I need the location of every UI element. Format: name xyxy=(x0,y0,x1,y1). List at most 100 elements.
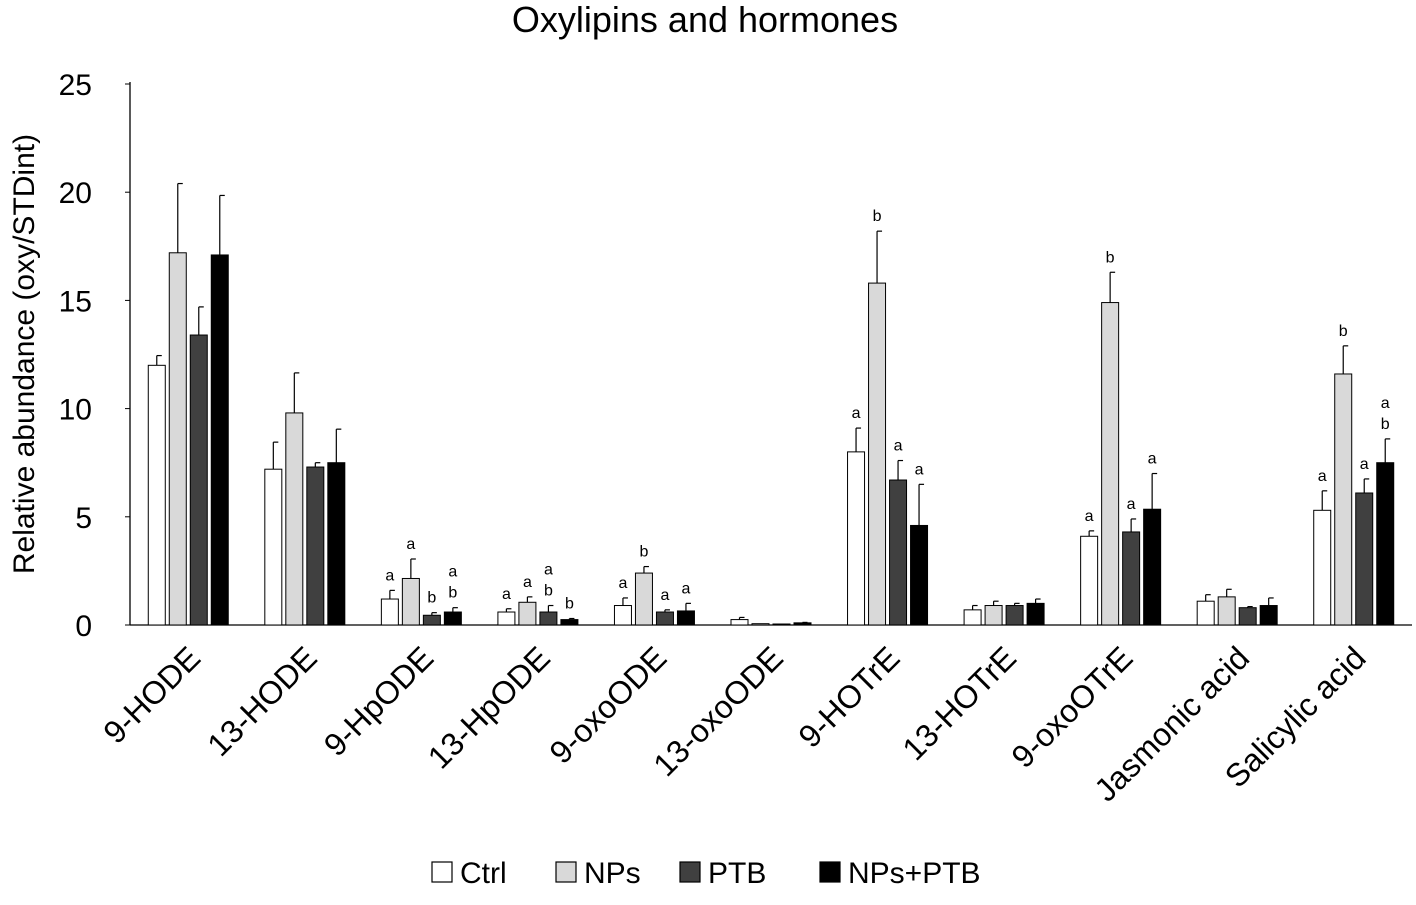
bar-nps-salicylic-acid xyxy=(1334,373,1353,626)
bar-nps-ptb-9-oxootre xyxy=(1143,508,1162,626)
y-axis-label: Relative abundance (oxy/STDint) xyxy=(8,134,41,574)
bar-ptb-9-hode xyxy=(189,334,208,626)
significance-label: a xyxy=(385,567,394,584)
bar-nps-13-hpode xyxy=(518,601,537,626)
significance-label: a xyxy=(1148,451,1157,468)
y-tick-label: 10 xyxy=(59,394,92,427)
significance-label: a xyxy=(1381,395,1390,412)
bar-ctrl-9-hode xyxy=(147,364,166,626)
legend-label: NPs+PTB xyxy=(848,857,981,890)
significance-label: a xyxy=(523,574,532,591)
bar-nps-13-hotre xyxy=(984,605,1003,626)
bar-ctrl-9-hpode xyxy=(380,598,399,626)
x-tick-label-13-hpode: 13-HpODE xyxy=(421,639,557,775)
bar-group-9-oxoode: aba a xyxy=(613,544,695,626)
y-tick-label: 20 xyxy=(59,177,92,210)
bar-group-jasmonic-acid xyxy=(1196,588,1278,626)
bar-group-9-oxootre: a b a a xyxy=(1080,249,1162,626)
y-tick-label: 5 xyxy=(75,502,92,535)
legend-swatch xyxy=(555,861,577,883)
bar-nps-ptb-jasmonic-acid xyxy=(1259,605,1278,626)
significance-label: a xyxy=(1127,496,1136,513)
bar-nps-9-oxoode xyxy=(634,572,653,626)
bar-nps-ptb-13-hode xyxy=(327,462,346,626)
legend-swatch xyxy=(679,861,701,883)
bar-ptb-13-oxoode xyxy=(772,623,791,626)
bar-nps-ptb-9-oxoode xyxy=(676,610,695,626)
legend-item-nps: NPs xyxy=(555,857,641,890)
bar-nps-ptb-salicylic-acid xyxy=(1376,462,1395,626)
bar-ptb-jasmonic-acid xyxy=(1238,607,1257,626)
bar-ctrl-13-hotre xyxy=(963,609,982,626)
significance-label: b xyxy=(1381,416,1390,433)
x-tick-label-13-hotre: 13-HOTrE xyxy=(895,639,1023,767)
legend-swatch xyxy=(431,861,453,883)
bar-ctrl-9-oxoode xyxy=(613,605,632,626)
bar-ptb-9-hotre xyxy=(889,479,908,626)
bar-nps-jasmonic-acid xyxy=(1217,596,1236,626)
legend-item-nps-ptb: NPs+PTB xyxy=(819,857,981,890)
bar-group-9-hode xyxy=(147,182,229,626)
significance-label: a xyxy=(682,580,691,597)
significance-label: a xyxy=(619,575,628,592)
significance-label: b xyxy=(640,544,649,561)
bar-ctrl-13-oxoode xyxy=(730,619,749,626)
legend-label: NPs xyxy=(584,857,641,890)
bar-ptb-9-hpode xyxy=(422,614,441,626)
bar-ctrl-13-hode xyxy=(264,468,283,626)
significance-label: b xyxy=(544,583,553,600)
significance-label: a xyxy=(1360,456,1369,473)
x-tick-label-9-hode: 9-HODE xyxy=(96,639,207,750)
bar-group-13-oxoode xyxy=(730,616,812,626)
bar-nps-ptb-13-oxoode xyxy=(793,622,812,626)
legend-item-ptb: PTB xyxy=(679,857,766,890)
significance-label: a xyxy=(661,587,670,604)
bar-nps-ptb-9-hpode xyxy=(443,611,462,626)
legend-label: Ctrl xyxy=(460,857,507,890)
significance-label: a xyxy=(448,564,457,581)
bar-ptb-13-hpode xyxy=(539,611,558,626)
legend: Ctrl NPs PTB NPs+PTB xyxy=(431,857,981,890)
bar-nps-ptb-13-hpode xyxy=(560,619,579,626)
significance-label: b xyxy=(1106,249,1115,266)
significance-label: a xyxy=(1318,468,1327,485)
chart-title: Oxylipins and hormones xyxy=(512,0,898,40)
bar-nps-ptb-9-hode xyxy=(210,254,229,626)
significance-label: b xyxy=(427,590,436,607)
y-tick-label: 15 xyxy=(59,285,92,318)
axes: 0 5 10 15 20 25 xyxy=(59,69,1412,643)
significance-label: b xyxy=(565,596,574,613)
legend-swatch xyxy=(819,861,841,883)
legend-label: PTB xyxy=(708,857,766,890)
significance-label: a xyxy=(915,461,924,478)
significance-label: a xyxy=(406,536,415,553)
bar-ctrl-salicylic-acid xyxy=(1313,509,1332,626)
x-tick-label-9-hotre: 9-HOTrE xyxy=(791,639,906,754)
bar-ctrl-13-hpode xyxy=(497,611,516,626)
bar-nps-13-hode xyxy=(285,412,304,626)
significance-label: a xyxy=(894,438,903,455)
bar-nps-9-hode xyxy=(168,252,187,626)
bar-ptb-13-hotre xyxy=(1005,605,1024,626)
y-tick-label: 25 xyxy=(59,69,92,102)
bar-nps-9-hpode xyxy=(401,577,420,626)
bar-nps-9-hotre xyxy=(868,282,887,626)
bar-group-13-hode xyxy=(264,372,346,626)
legend-item-ctrl: Ctrl xyxy=(431,857,507,890)
x-tick-label-9-hpode: 9-HpODE xyxy=(317,639,441,763)
category-labels: 9-HODE13-HODE9-HpODE13-HpODE9-oxoODE13-o… xyxy=(96,639,1372,808)
bar-nps-13-oxoode xyxy=(751,623,770,626)
significance-label: a xyxy=(852,405,861,422)
bar-ptb-salicylic-acid xyxy=(1355,492,1374,626)
significance-label: b xyxy=(448,585,457,602)
bar-nps-9-oxootre xyxy=(1101,302,1120,626)
bar-ctrl-jasmonic-acid xyxy=(1196,600,1215,626)
significance-label: b xyxy=(873,208,882,225)
significance-label: a xyxy=(502,586,511,603)
